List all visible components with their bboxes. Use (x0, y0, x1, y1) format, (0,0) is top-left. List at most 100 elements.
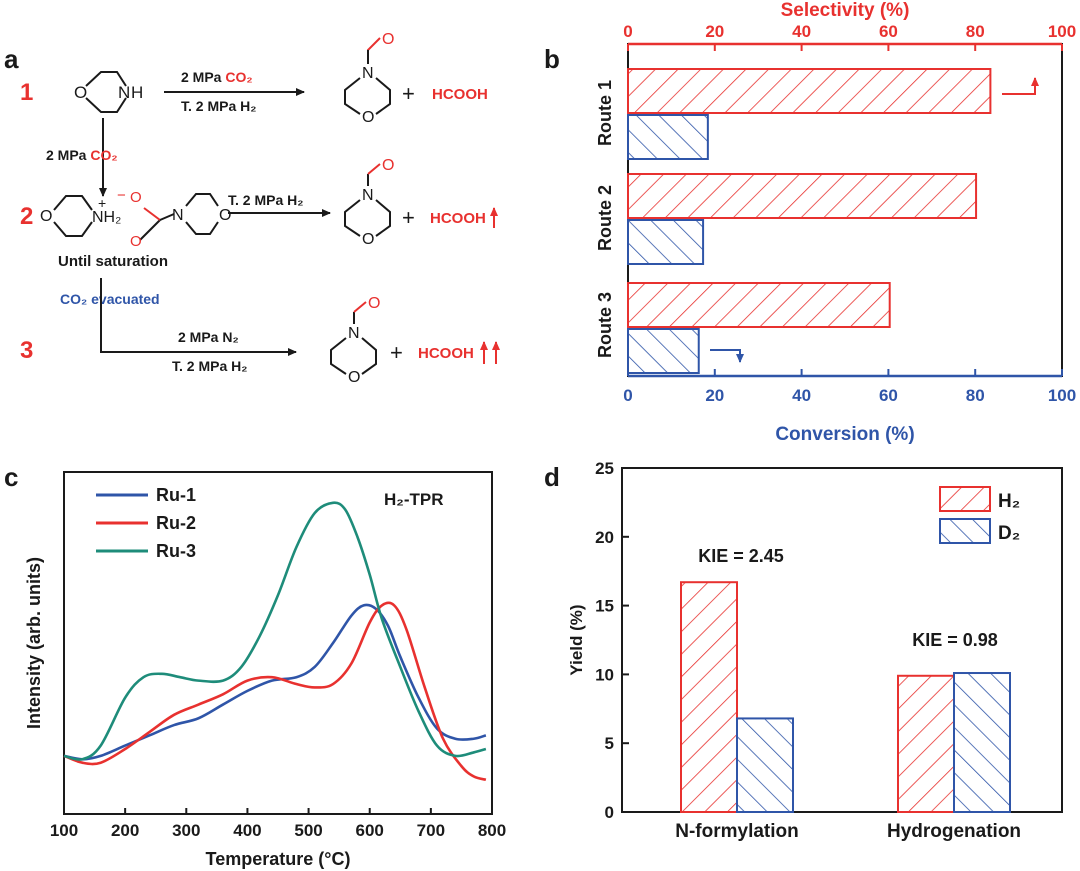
route-category-label: Route 2 (595, 185, 615, 251)
x-axis-title: Temperature (°C) (206, 849, 351, 869)
top-axis-tick-label: 100 (1048, 22, 1076, 41)
x-axis-tick-label: 300 (172, 821, 200, 840)
panel-label-a: a (4, 44, 19, 74)
x-axis-tick-label: 100 (50, 821, 78, 840)
plot-frame (63, 471, 493, 815)
product1-o-label: O (362, 109, 374, 126)
reaction-scheme: 1 2 3 O N H 2 MPa CO₂ T. 2 MPa H₂ N O O … (20, 31, 500, 386)
series-line-ru-3 (63, 501, 487, 761)
morpholine-molecule (85, 71, 127, 113)
d2-bar-hydrogenation (953, 672, 1011, 813)
x-axis-tick-label: 500 (294, 821, 322, 840)
route-category-label: Route 3 (595, 292, 615, 358)
selectivity-bar-2 (627, 173, 978, 219)
route1-condition-top: 2 MPa CO₂ (181, 69, 253, 85)
x-axis-tick-label: 200 (111, 821, 139, 840)
y-axis-tick-label: 15 (595, 597, 614, 616)
product2-carbonyl-o: O (382, 157, 394, 174)
tpr-annotation: H₂-TPR (384, 490, 444, 509)
top-axis-title: Selectivity (%) (781, 0, 910, 21)
ammonium-label: NH₂ (92, 209, 121, 226)
legend-label-ru-2: Ru-2 (156, 513, 196, 533)
x-axis-tick-label: 700 (417, 821, 445, 840)
kie-annotation-nformylation: KIE = 2.45 (698, 546, 784, 566)
co2-evacuated-label: CO₂ evacuated (60, 291, 160, 307)
h2-bar-n-formylation (680, 581, 738, 814)
route2-plus: + (402, 205, 415, 230)
bottom-axis-tick-label: 0 (623, 386, 632, 405)
x-category-label: Hydrogenation (887, 821, 1021, 842)
y-axis-tick-label: 0 (605, 803, 614, 822)
tpr-line-chart: 100 200 300 400 500 600 700 800 Ru-1 Ru-2 Ru-3 H₂… (24, 471, 506, 869)
legend-label-d2: D₂ (998, 523, 1020, 544)
panel-label-b: b (544, 44, 560, 74)
h2-bar-hydrogenation (897, 674, 955, 813)
route3-arrow (100, 278, 297, 356)
conversion-bar-3 (627, 328, 700, 374)
y-axis-tick-label: 10 (595, 665, 614, 684)
minus-charge: − (117, 187, 126, 204)
carbamate-o4-label: O (219, 207, 231, 224)
carbamate-o2-label: O (130, 189, 142, 206)
until-saturation-label: Until saturation (58, 253, 168, 270)
x-axis-tick-label: 400 (233, 821, 261, 840)
carbamate-n-label: N (172, 207, 184, 224)
y-axis-title: Yield (%) (567, 604, 586, 675)
morpholine-n-label: N (118, 83, 130, 102)
morpholine-h-label: H (131, 83, 143, 102)
route1-plus: + (402, 81, 415, 106)
top-axis-tick-label: 0 (623, 22, 632, 41)
y-axis-tick-label: 5 (605, 734, 614, 753)
legend-swatch-h2 (939, 486, 991, 512)
route2-condition-top: T. 2 MPa H₂ (228, 192, 303, 208)
route-category-label: Route 1 (595, 80, 615, 146)
panel-label-d: d (544, 462, 560, 492)
kie-bar-chart: N-formylation Hydrogenation 0 5 10 15 20 25 H₂… (567, 459, 1063, 842)
legend-swatch-d2 (939, 518, 991, 544)
product2-n-label: N (362, 187, 374, 204)
panel-label-c: c (4, 462, 18, 492)
carbamate-o1-label: O (40, 208, 52, 225)
top-axis-tick-label: 40 (792, 22, 811, 41)
kie-annotation-hydrogenation: KIE = 0.98 (912, 630, 998, 650)
y-axis-tick-label: 25 (595, 459, 614, 478)
route3-plus: + (390, 340, 403, 365)
plot-frame (621, 467, 1063, 813)
product3-n-label: N (348, 325, 360, 342)
conversion-bar-1 (627, 114, 709, 160)
x-axis-tick-label: 800 (478, 821, 506, 840)
y-axis-title: Intensity (arb. units) (24, 557, 44, 729)
conversion-bar-2 (627, 219, 705, 265)
route-number-1: 1 (20, 79, 33, 106)
selectivity-bar-1 (627, 68, 992, 114)
formylmorpholine-molecule-3 (330, 301, 377, 375)
bottom-axis-title: Conversion (%) (775, 424, 914, 445)
series-line-ru-2 (63, 601, 487, 782)
y-axis-tick-label: 20 (595, 528, 614, 547)
bottom-axis-tick-label: 80 (966, 386, 985, 405)
bottom-axis-tick-label: 60 (879, 386, 898, 405)
carbamate-o3-label: O (130, 233, 142, 250)
product1-n-label: N (362, 65, 374, 82)
plus-charge: + (98, 195, 106, 211)
product3-carbonyl-o: O (368, 295, 380, 312)
selectivity-bar-3 (627, 282, 891, 328)
top-axis-tick-label: 60 (879, 22, 898, 41)
bottom-axis-tick-label: 20 (705, 386, 724, 405)
d2-bar-n-formylation (736, 717, 794, 814)
co2-down-label: 2 MPa CO₂ (46, 147, 118, 163)
route1-condition-bottom: T. 2 MPa H₂ (181, 98, 256, 114)
route3-hcooh: HCOOH (418, 345, 474, 362)
morpholine-o-label: O (74, 83, 87, 102)
top-axis-tick-label: 20 (705, 22, 724, 41)
x-axis-tick-label: 600 (356, 821, 384, 840)
conversion-axis-arrow (710, 349, 744, 363)
legend-label-ru-3: Ru-3 (156, 541, 196, 561)
route1-hcooh: HCOOH (432, 86, 488, 103)
selectivity-axis-arrow (1002, 77, 1039, 95)
bottom-axis-tick-label: 40 (792, 386, 811, 405)
product2-o-label: O (362, 231, 374, 248)
formylmorpholine-molecule (344, 37, 391, 115)
legend-label-h2: H₂ (998, 491, 1020, 512)
